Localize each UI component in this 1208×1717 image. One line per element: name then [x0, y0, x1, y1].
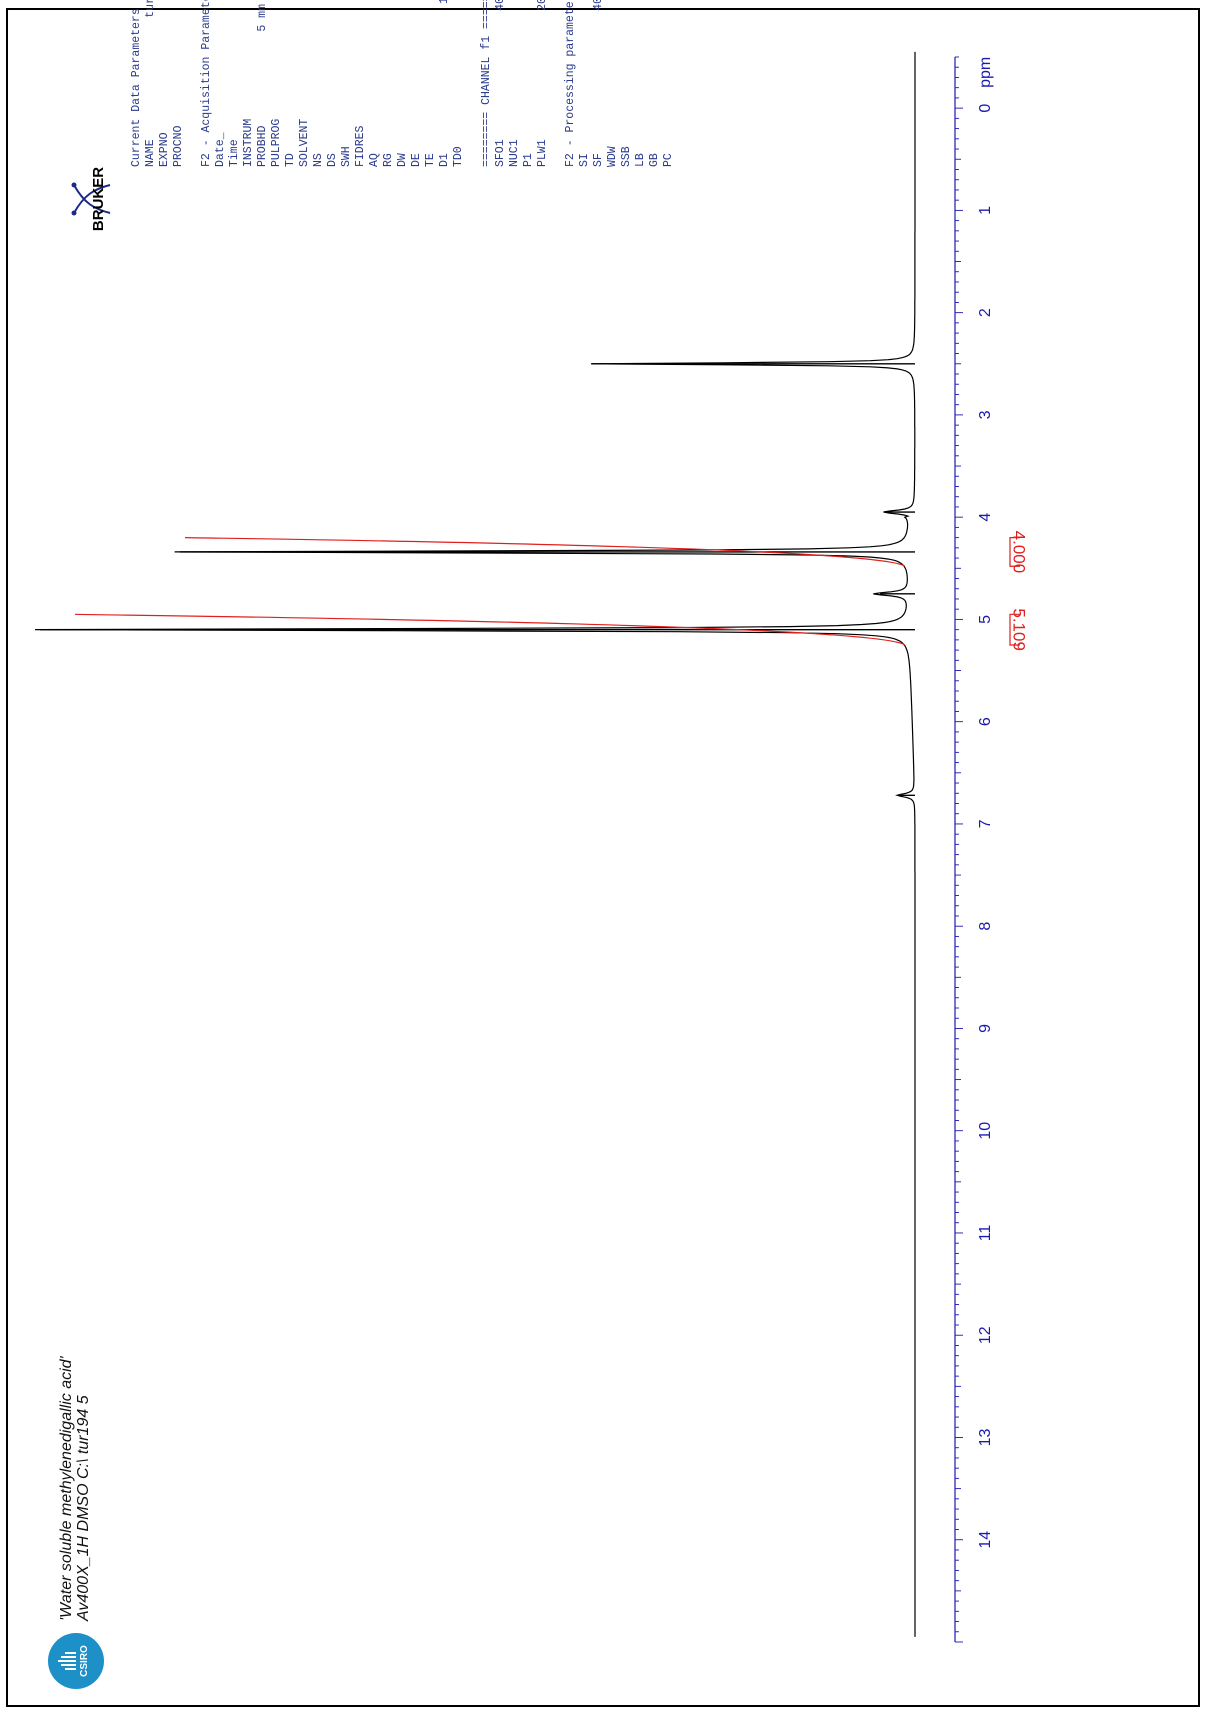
x-tick-label: 3	[977, 410, 994, 419]
x-axis-label: ppm	[977, 57, 994, 88]
integral-curve-1	[184, 537, 906, 567]
x-tick-label: 6	[977, 717, 994, 726]
x-tick-label: 1	[977, 206, 994, 215]
integral-curve-0	[74, 613, 906, 646]
x-tick-label: 2	[977, 308, 994, 317]
integral-value-label: 4.000	[1010, 531, 1029, 574]
x-tick-label: 5	[977, 615, 994, 624]
integral-bracket-1	[1009, 537, 1020, 567]
x-tick-label: 14	[977, 1531, 994, 1549]
x-tick-label: 11	[977, 1225, 994, 1242]
bruker-logo-text: BRUKER	[90, 167, 107, 231]
page-frame	[6, 8, 1200, 1707]
x-tick-label: 8	[977, 922, 994, 931]
x-tick-label: 0	[977, 104, 994, 113]
csiro-bars-icon	[58, 1652, 76, 1670]
bruker-logo: BRUKER	[71, 167, 111, 231]
spectrum-line	[34, 51, 916, 1637]
x-tick-label: 10	[977, 1122, 994, 1140]
x-tick-label: 9	[977, 1024, 994, 1033]
x-tick-label: 4	[977, 513, 994, 522]
integral-bracket-0	[1009, 613, 1020, 646]
x-tick-label: 12	[977, 1326, 994, 1344]
integral-value-label: 5.109	[1010, 608, 1029, 651]
x-tick-label: 7	[977, 819, 994, 828]
x-tick-label: 13	[977, 1428, 994, 1446]
csiro-logo: CSIRO	[48, 1633, 104, 1689]
